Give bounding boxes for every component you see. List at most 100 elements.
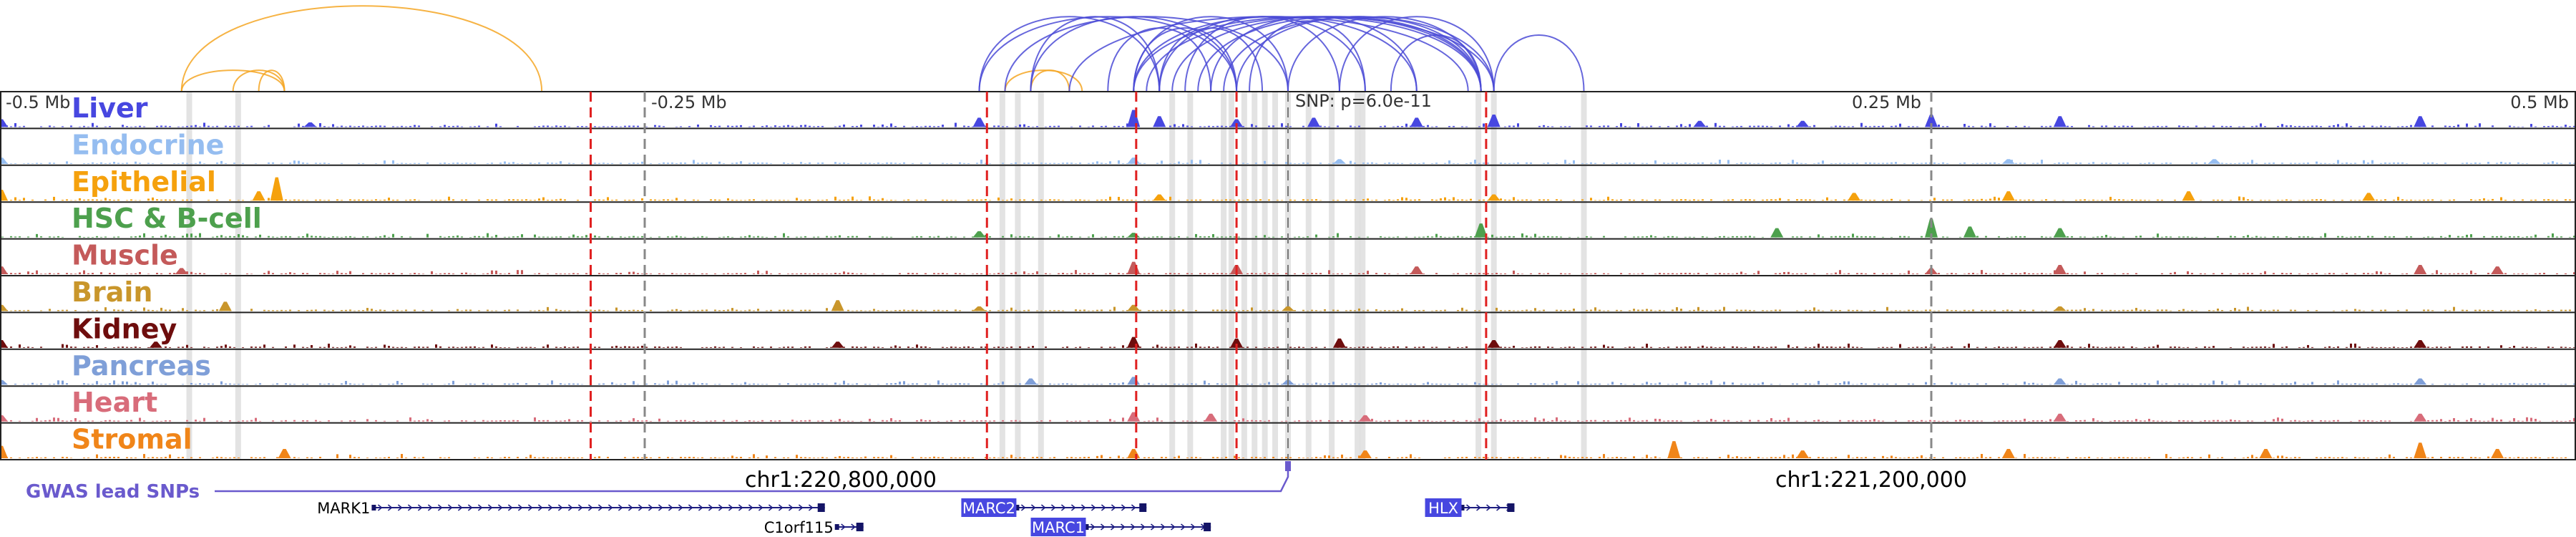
signal-noise (774, 420, 776, 422)
signal-noise (2002, 347, 2004, 348)
signal-noise (2522, 347, 2524, 348)
signal-noise (2453, 306, 2455, 311)
signal-noise (538, 420, 540, 422)
signal-noise (225, 163, 227, 164)
signal-noise (594, 199, 596, 201)
signal-noise (23, 347, 25, 348)
signal-noise (1242, 200, 1244, 201)
signal-noise (104, 457, 107, 458)
signal-noise (1564, 126, 1566, 127)
signal-noise (1538, 125, 1541, 127)
loop-arc (1107, 27, 1212, 92)
signal-noise (2148, 457, 2150, 458)
signal-noise (1560, 309, 1562, 311)
signal-noise (96, 310, 98, 311)
track-label: Brain (72, 276, 152, 308)
signal-noise (1019, 383, 1021, 385)
signal-noise (2328, 420, 2331, 422)
signal-noise (2217, 236, 2219, 238)
signal-noise (663, 126, 665, 127)
signal-noise (1461, 307, 1463, 311)
signal-noise (2079, 383, 2082, 385)
signal-noise (1156, 310, 1158, 311)
signal-noise (2243, 162, 2245, 164)
signal-noise (358, 126, 360, 127)
signal-noise (1882, 455, 1884, 458)
signal-noise (1367, 163, 1369, 164)
track-label: Epithelial (72, 166, 216, 198)
signal-noise (1294, 163, 1296, 164)
signal-noise (2367, 420, 2369, 422)
signal-noise (2238, 196, 2240, 201)
signal-noise (972, 199, 974, 201)
strand-arrow (1020, 504, 1026, 511)
signal-noise (1465, 346, 1468, 348)
signal-noise (804, 346, 806, 348)
signal-noise (1350, 309, 1352, 311)
signal-noise (1976, 383, 1979, 385)
signal-noise (1809, 457, 1811, 458)
signal-noise (388, 197, 390, 201)
signal-noise (2088, 456, 2090, 458)
signal-noise (1689, 310, 1691, 311)
signal-noise (336, 347, 338, 348)
signal-noise (1508, 347, 1511, 348)
signal-noise (774, 125, 776, 127)
signal-noise (1736, 420, 1738, 422)
signal-noise (2393, 163, 2395, 164)
signal-noise (2573, 347, 2575, 348)
signal-noise (1126, 163, 1128, 164)
signal-noise (826, 384, 828, 385)
signal-noise (1521, 347, 1523, 348)
signal-noise (624, 310, 626, 311)
signal-noise (2431, 457, 2434, 458)
signal-noise (521, 163, 523, 164)
gene-name-box (961, 498, 1017, 517)
signal-noise (757, 236, 759, 238)
signal-noise (508, 420, 510, 422)
signal-noise (748, 420, 751, 422)
signal-noise (487, 420, 489, 422)
signal-noise (1981, 270, 1983, 274)
signal-noise (1315, 199, 1317, 201)
signal-noise (414, 125, 416, 127)
signal-noise (809, 346, 811, 348)
signal-peak (2053, 264, 2067, 274)
signal-noise (10, 126, 12, 127)
signal-noise (1697, 347, 1699, 348)
signal-noise (993, 420, 995, 422)
signal-noise (1105, 125, 1107, 127)
signal-noise (1169, 310, 1171, 311)
signal-noise (1680, 273, 1682, 274)
signal-noise (1113, 306, 1116, 311)
signal-noise (1418, 420, 1420, 422)
signal-noise (2105, 163, 2107, 164)
signal-noise (384, 309, 386, 311)
signal-noise (2178, 310, 2180, 311)
signal-noise (1088, 236, 1090, 238)
signal-noise (2187, 347, 2189, 348)
signal-noise (796, 455, 798, 458)
signal-noise (1719, 457, 1721, 458)
signal-noise (504, 457, 506, 458)
signal-noise (1873, 273, 1875, 274)
signal-noise (2178, 383, 2180, 385)
signal-noise (1753, 125, 1755, 127)
signal-noise (2015, 347, 2017, 348)
signal-noise (1921, 163, 1923, 164)
signal-noise (1843, 199, 1845, 201)
signal-noise (989, 163, 991, 164)
signal-noise (1259, 420, 1262, 422)
signal-noise (302, 162, 304, 164)
signal-noise (195, 420, 197, 422)
signal-noise (353, 346, 356, 348)
signal-noise (2367, 273, 2369, 274)
signal-noise (1281, 236, 1283, 238)
signal-noise (924, 199, 927, 201)
signal-noise (2101, 236, 2103, 238)
gene-name: MARC2 (962, 500, 1015, 517)
signal-noise (1981, 420, 1983, 422)
signal-noise (1075, 347, 1077, 348)
signal-noise (491, 344, 493, 348)
signal-noise (1607, 196, 1609, 201)
